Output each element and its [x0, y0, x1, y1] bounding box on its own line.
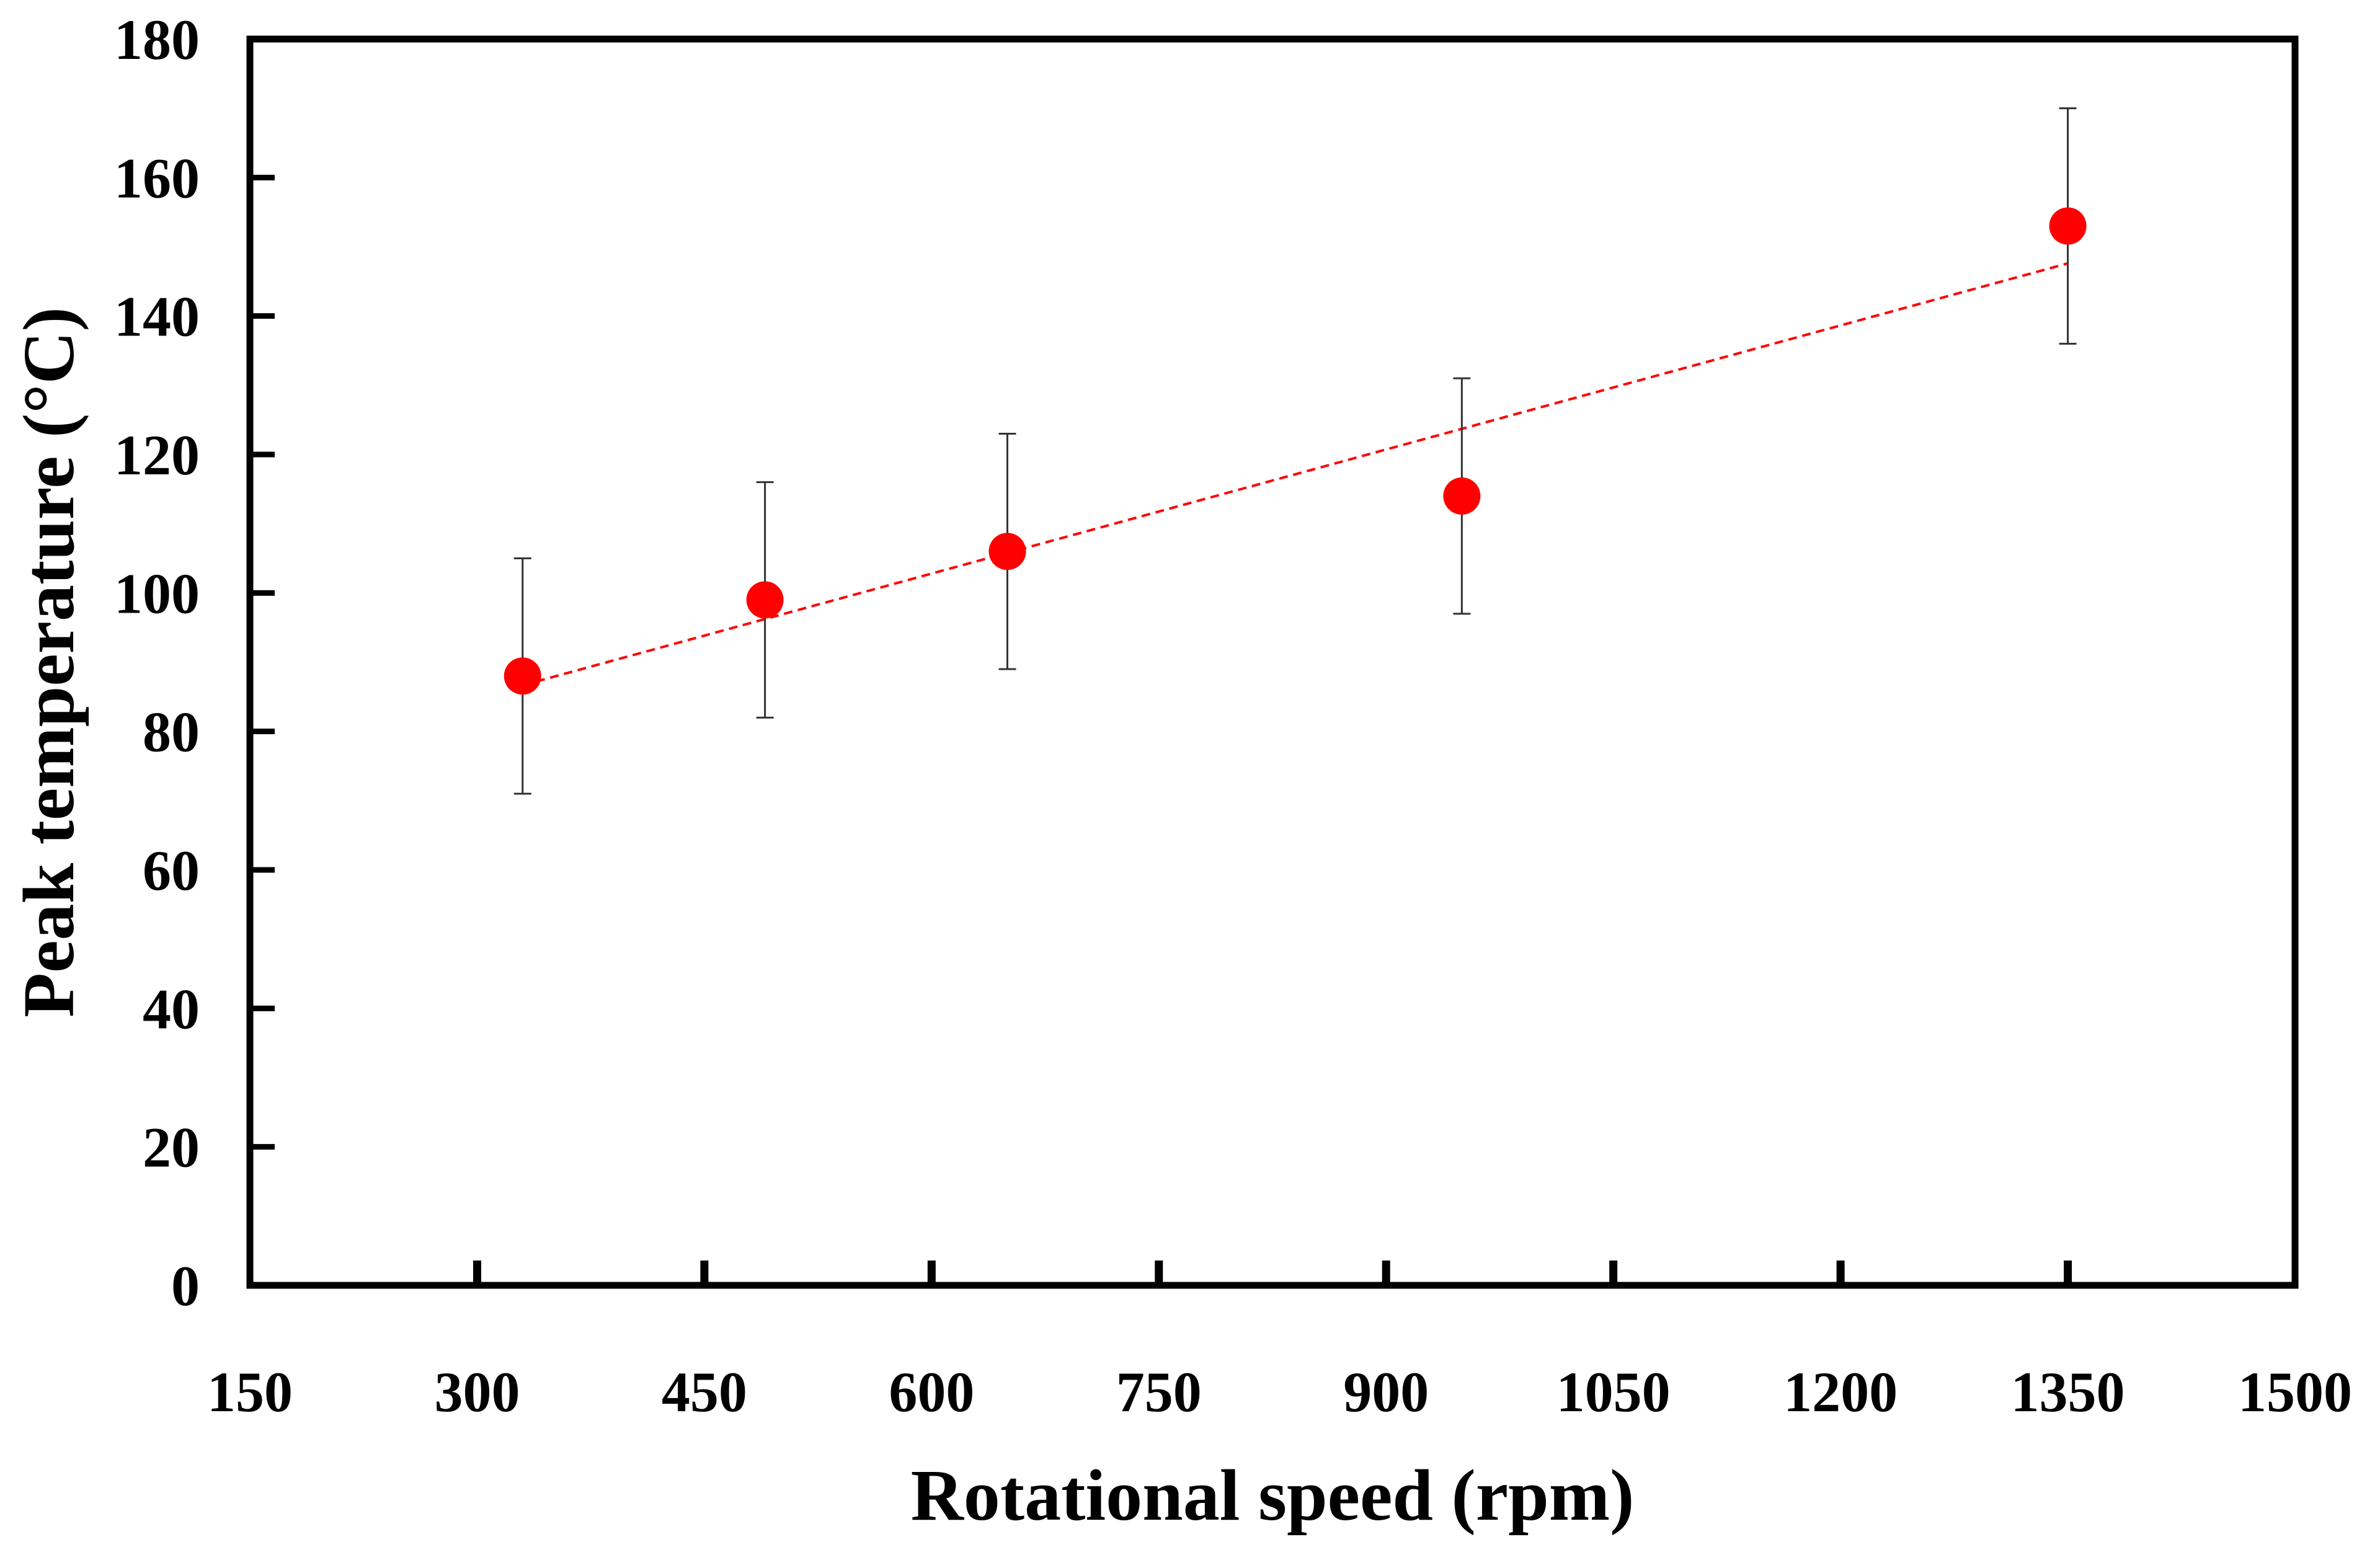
data-points-layer [504, 207, 2087, 695]
x-tick-label: 600 [889, 1360, 974, 1424]
trendline [522, 262, 2069, 687]
data-point [504, 657, 541, 695]
y-tick-label: 120 [114, 423, 200, 487]
y-tick-label: 180 [114, 8, 200, 71]
y-tick-label: 0 [171, 1254, 200, 1318]
y-tick-label: 60 [143, 839, 200, 902]
data-point [746, 581, 784, 619]
x-tick-label: 150 [207, 1360, 293, 1424]
x-axis-ticks: 150 300 450 600 750 900 1050 1200 1350 1500 [207, 1261, 2352, 1424]
x-tick-label: 1200 [1783, 1360, 1898, 1424]
x-tick-label: 1050 [1556, 1360, 1671, 1424]
plot-area-frame [246, 35, 2299, 1289]
y-axis-ticks: 0 20 40 60 80 100 120 140 160 180 [114, 8, 275, 1318]
x-tick-label: 1350 [2011, 1360, 2125, 1424]
data-point [988, 533, 1026, 570]
y-tick-label: 80 [143, 701, 200, 764]
y-axis-title: Peak temperature (°C) [8, 307, 89, 1017]
y-tick-label: 100 [114, 562, 200, 625]
x-tick-label: 900 [1343, 1360, 1429, 1424]
y-tick-label: 40 [143, 977, 200, 1040]
trendline-layer [522, 262, 2069, 687]
y-tick-label: 20 [143, 1116, 200, 1179]
x-axis-title: Rotational speed (rpm) [911, 1455, 1635, 1536]
x-tick-label: 750 [1116, 1360, 1202, 1424]
y-tick-label: 160 [114, 146, 200, 210]
data-point [2049, 207, 2087, 245]
x-tick-label: 300 [434, 1360, 520, 1424]
x-tick-label: 1500 [2238, 1360, 2352, 1424]
x-tick-label: 450 [662, 1360, 747, 1424]
y-tick-label: 140 [114, 285, 200, 348]
data-point [1443, 477, 1481, 515]
